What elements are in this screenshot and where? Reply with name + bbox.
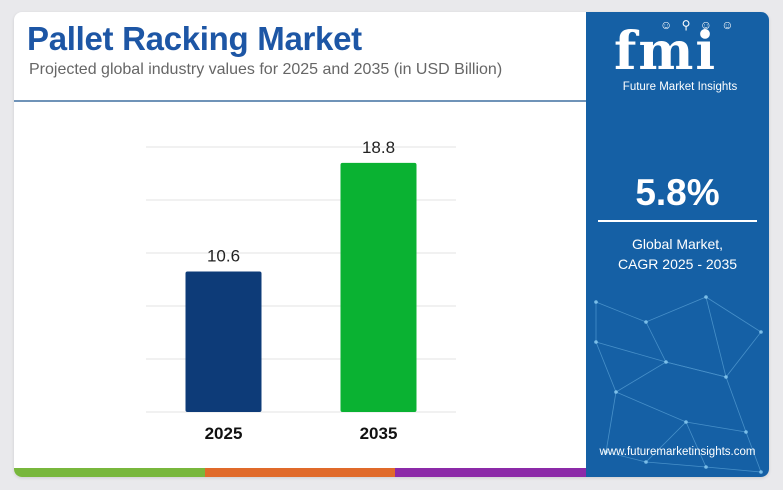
data-label-2035: 18.8 bbox=[362, 138, 395, 157]
cagr-label-line2: CAGR 2025 - 2035 bbox=[617, 256, 738, 272]
x-tick-label-2035: 2035 bbox=[360, 424, 398, 443]
website-link[interactable]: www.futuremarketinsights.com bbox=[599, 446, 756, 458]
fmi-logo: ☺ ⚲ ☺ ☺ fmi Future Market Insights bbox=[610, 18, 750, 98]
bottom-bar-orange bbox=[204, 468, 396, 477]
logo-mark: fmi bbox=[614, 21, 718, 82]
title-divider bbox=[14, 100, 586, 102]
cagr-label: Global Market, CAGR 2025 - 2035 bbox=[586, 234, 769, 274]
cagr-divider bbox=[598, 220, 757, 222]
network-pattern bbox=[594, 295, 763, 474]
page-subtitle: Projected global industry values for 202… bbox=[29, 61, 503, 78]
logo-text: Future Market Insights bbox=[622, 81, 738, 93]
bottom-color-bar bbox=[14, 468, 587, 477]
cagr-label-line1: Global Market, bbox=[631, 236, 724, 252]
cagr-value: 5.8% bbox=[635, 172, 720, 213]
bar-2035 bbox=[340, 162, 417, 412]
page-title: Pallet Racking Market bbox=[27, 20, 362, 57]
x-tick-label-2025: 2025 bbox=[205, 424, 243, 443]
bar-chart: 10.6 2025 18.8 2035 bbox=[146, 138, 456, 443]
data-label-2025: 10.6 bbox=[207, 247, 240, 266]
chart-panel: Pallet Racking Market Projected global i… bbox=[14, 12, 587, 477]
logo-people-icon: ☺ ⚲ ☺ ☺ bbox=[660, 18, 737, 32]
summary-panel: ☺ ⚲ ☺ ☺ fmi Future Market Insights 5.8% … bbox=[586, 12, 769, 477]
infographic-card: Pallet Racking Market Projected global i… bbox=[14, 12, 769, 477]
bottom-bar-purple bbox=[395, 468, 587, 477]
bar-2025 bbox=[185, 271, 262, 412]
bottom-bar-green bbox=[14, 468, 205, 477]
